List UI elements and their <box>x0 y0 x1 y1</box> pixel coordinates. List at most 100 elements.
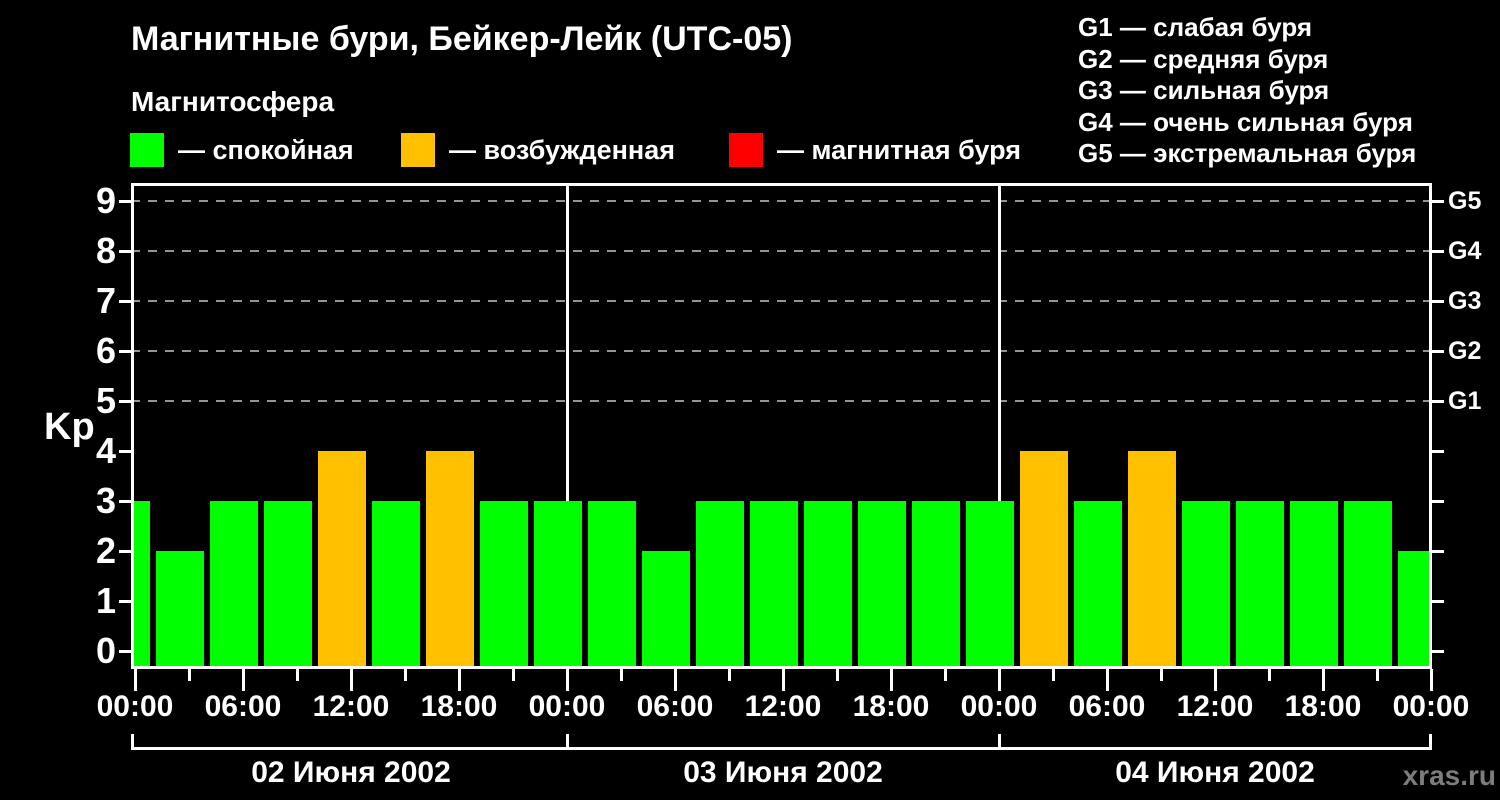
kp-bar <box>1127 451 1176 669</box>
right-axis-tick <box>1432 399 1444 403</box>
time-tick-label: 06:00 <box>204 690 282 723</box>
y-axis-tick-label: 8 <box>95 230 116 271</box>
time-tick-label: 00:00 <box>96 690 174 723</box>
x-axis-minor-tick <box>1159 669 1163 681</box>
gridline <box>131 400 1432 402</box>
kp-bar <box>803 501 852 669</box>
g-scale-line-g1: G1 — слабая буря <box>1078 12 1313 42</box>
date-bracket-line <box>131 747 1432 750</box>
legend-item-storm: — магнитная буря <box>729 133 1021 167</box>
right-axis-tick <box>1432 499 1444 503</box>
time-tick-label: 00:00 <box>1392 690 1470 723</box>
x-axis-major-tick <box>241 669 245 691</box>
y-axis-tick-label: 3 <box>95 480 116 521</box>
y-axis-tick-label: 7 <box>95 280 116 321</box>
time-tick-label: 00:00 <box>528 690 606 723</box>
x-axis-minor-tick <box>1051 669 1055 681</box>
right-axis-tick <box>1432 299 1444 303</box>
storm-color-swatch <box>729 133 763 167</box>
right-axis-tick <box>1432 349 1444 353</box>
right-axis-tick <box>1432 249 1444 253</box>
y-axis-tick <box>119 249 131 253</box>
kp-bar <box>1343 501 1392 669</box>
y-axis-tick <box>119 299 131 303</box>
time-tick-label: 18:00 <box>420 690 498 723</box>
g-scale-tick-label: G5 <box>1448 187 1482 215</box>
y-axis-tick <box>119 649 131 653</box>
x-axis-major-tick <box>133 669 137 691</box>
excited-color-swatch <box>401 133 435 167</box>
y-axis-tick <box>119 399 131 403</box>
time-tick-label: 18:00 <box>852 690 930 723</box>
y-axis-tick-label: 6 <box>95 330 116 371</box>
y-axis-tick-label: 4 <box>95 430 116 471</box>
kp-bar <box>131 501 150 669</box>
g-scale-tick-label: G2 <box>1448 337 1482 365</box>
x-axis-major-tick <box>673 669 677 691</box>
kp-bar <box>263 501 312 669</box>
plot-area <box>131 183 1432 669</box>
x-axis-minor-tick <box>403 669 407 681</box>
right-axis-tick <box>1432 549 1444 553</box>
kp-bar <box>155 551 204 669</box>
x-axis-major-tick <box>457 669 461 691</box>
right-axis-tick <box>1432 649 1444 653</box>
watermark: xras.ru <box>1402 760 1496 791</box>
time-tick-label: 12:00 <box>312 690 390 723</box>
kp-bar <box>587 501 636 669</box>
y-axis-tick-label: 5 <box>95 380 116 421</box>
x-axis-major-tick <box>1429 669 1433 691</box>
x-axis-major-tick <box>1321 669 1325 691</box>
x-axis-minor-tick <box>943 669 947 681</box>
quiet-color-swatch <box>130 133 164 167</box>
x-axis-minor-tick <box>1375 669 1379 681</box>
date-bracket-tick <box>1429 734 1432 747</box>
kp-bar <box>965 501 1014 669</box>
kp-bar <box>209 501 258 669</box>
time-tick-label: 00:00 <box>960 690 1038 723</box>
legend-label-quiet: — спокойная <box>178 135 354 165</box>
g-scale-line-g5: G5 — экстремальная буря <box>1078 138 1417 168</box>
kp-bar <box>317 451 366 669</box>
day-separator-line <box>997 183 1001 669</box>
gridline <box>131 350 1432 352</box>
time-tick-label: 18:00 <box>1284 690 1362 723</box>
y-axis-title: Kp <box>44 406 95 448</box>
kp-bar <box>1073 501 1122 669</box>
right-axis-tick <box>1432 449 1444 453</box>
x-axis-major-tick <box>349 669 353 691</box>
gridline <box>131 200 1432 202</box>
day-separator-line <box>565 183 569 669</box>
y-axis-tick <box>119 349 131 353</box>
kp-bar <box>695 501 744 669</box>
kp-bar <box>1181 501 1230 669</box>
x-axis-minor-tick <box>295 669 299 681</box>
legend-item-excited: — возбужденная <box>401 133 675 167</box>
time-tick-label: 06:00 <box>636 690 714 723</box>
date-label: 03 Июня 2002 <box>683 756 883 789</box>
date-bracket-tick <box>565 734 569 747</box>
time-tick-label: 12:00 <box>1176 690 1254 723</box>
y-axis-tick-label: 1 <box>95 580 116 621</box>
x-axis-minor-tick <box>187 669 191 681</box>
x-axis-major-tick <box>1213 669 1217 691</box>
x-axis-major-tick <box>565 669 569 691</box>
legend-item-quiet: — спокойная <box>130 133 354 167</box>
kp-bar <box>425 451 474 669</box>
chart-subtitle: Магнитосфера <box>131 86 335 117</box>
kp-bar <box>1289 501 1338 669</box>
kp-bar <box>1397 551 1432 669</box>
y-axis-tick <box>119 599 131 603</box>
g-scale-tick-label: G3 <box>1448 287 1482 315</box>
x-axis-major-tick <box>781 669 785 691</box>
y-axis-tick-label: 2 <box>95 530 116 571</box>
gridline <box>131 250 1432 252</box>
x-axis-minor-tick <box>619 669 623 681</box>
date-label: 04 Июня 2002 <box>1115 756 1315 789</box>
date-bracket-tick <box>131 734 134 747</box>
g-scale-legend: G1 — слабая буря G2 — средняя буря G3 — … <box>1078 12 1416 170</box>
y-axis-tick <box>119 449 131 453</box>
g-scale-line-g2: G2 — средняя буря <box>1078 43 1329 74</box>
gridline <box>131 300 1432 302</box>
